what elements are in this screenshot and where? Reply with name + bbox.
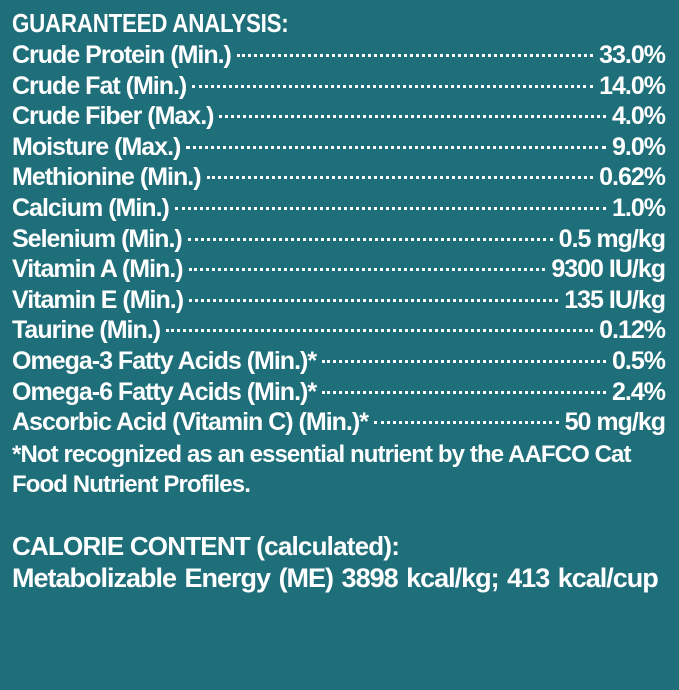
analysis-row: Selenium (Min.) 0.5 mg/kg [12,224,666,255]
dot-leader [322,390,607,394]
nutrient-value: 1.0% [612,193,666,222]
nutrient-value: 9300 IU/kg [551,255,666,284]
nutrient-value: 135 IU/kg [564,285,666,314]
nutrient-label: Crude Fat (Min.) [12,71,187,100]
analysis-row: Omega-6 Fatty Acids (Min.)* 2.4% [12,377,666,408]
nutrient-value: 0.12% [599,316,666,345]
nutrient-value: 9.0% [612,132,666,161]
analysis-row: Crude Fiber (Max.) 4.0% [12,101,666,132]
nutrient-label: Vitamin E (Min.) [12,285,184,314]
nutrient-label: Methionine (Min.) [12,163,202,192]
guaranteed-analysis-heading: GUARANTEED ANALYSIS: [12,8,289,38]
nutrient-value: 33.0% [599,41,666,69]
nutrient-value: 4.0% [612,102,666,131]
analysis-list: Crude Protein (Min.) 33.0% Crude Fat (Mi… [12,40,666,438]
analysis-row: Taurine (Min.) 0.12% [12,315,666,346]
analysis-row: Methionine (Min.) 0.62% [12,162,666,193]
analysis-row: Omega-3 Fatty Acids (Min.)* 0.5% [12,346,666,377]
nutrient-label: Taurine (Min.) [12,316,161,345]
analysis-row: Crude Protein (Min.) 33.0% [12,40,666,71]
calorie-content-heading: CALORIE CONTENT (calculated): [12,530,400,561]
nutrient-value: 14.0% [599,71,666,100]
dot-leader [189,298,559,302]
dot-leader [192,84,594,88]
nutrient-label: Selenium (Min.) [12,224,183,253]
dot-leader [236,54,594,57]
dot-leader [166,329,594,333]
nutrient-label: Crude Protein (Min.) [12,41,232,69]
dot-leader [219,115,607,119]
dot-leader [373,421,559,425]
nutrient-value: 50 mg/kg [564,408,666,437]
analysis-row: Vitamin E (Min.) 135 IU/kg [12,285,666,316]
analysis-row: Crude Fat (Min.) 14.0% [12,71,666,102]
nutrient-value: 0.62% [599,163,666,192]
nutrient-value: 0.5 mg/kg [558,224,666,253]
analysis-row: Vitamin A (Min.) 9300 IU/kg [12,254,666,285]
nutrient-label: Vitamin A (Min.) [12,255,184,284]
dot-leader [206,176,594,180]
dot-leader [186,145,607,149]
nutrient-label: Ascorbic Acid (Vitamin C) (Min.)* [12,408,369,437]
dot-leader [188,268,546,272]
dot-leader [174,206,607,210]
analysis-row: Ascorbic Acid (Vitamin C) (Min.)* 50 mg/… [12,407,666,438]
analysis-row: Moisture (Max.) 9.0% [12,132,666,163]
nutrient-label: Moisture (Max.) [12,132,181,161]
metabolizable-energy-line: Metabolizable Energy (ME) 3898 kcal/kg; … [12,562,659,593]
nutrient-label: Crude Fiber (Max.) [12,102,214,131]
analysis-row: Calcium (Min.) 1.0% [12,193,666,224]
aafco-footnote: *Not recognized as an essential nutrient… [12,440,631,498]
nutrient-label: Calcium (Min.) [12,193,170,222]
nutrient-value: 0.5% [612,346,666,375]
nutrient-label: Omega-3 Fatty Acids (Min.)* [12,346,317,375]
dot-leader [187,237,553,241]
nutrient-value: 2.4% [612,377,666,406]
dot-leader [322,359,607,363]
nutrient-label: Omega-6 Fatty Acids (Min.)* [12,377,317,406]
